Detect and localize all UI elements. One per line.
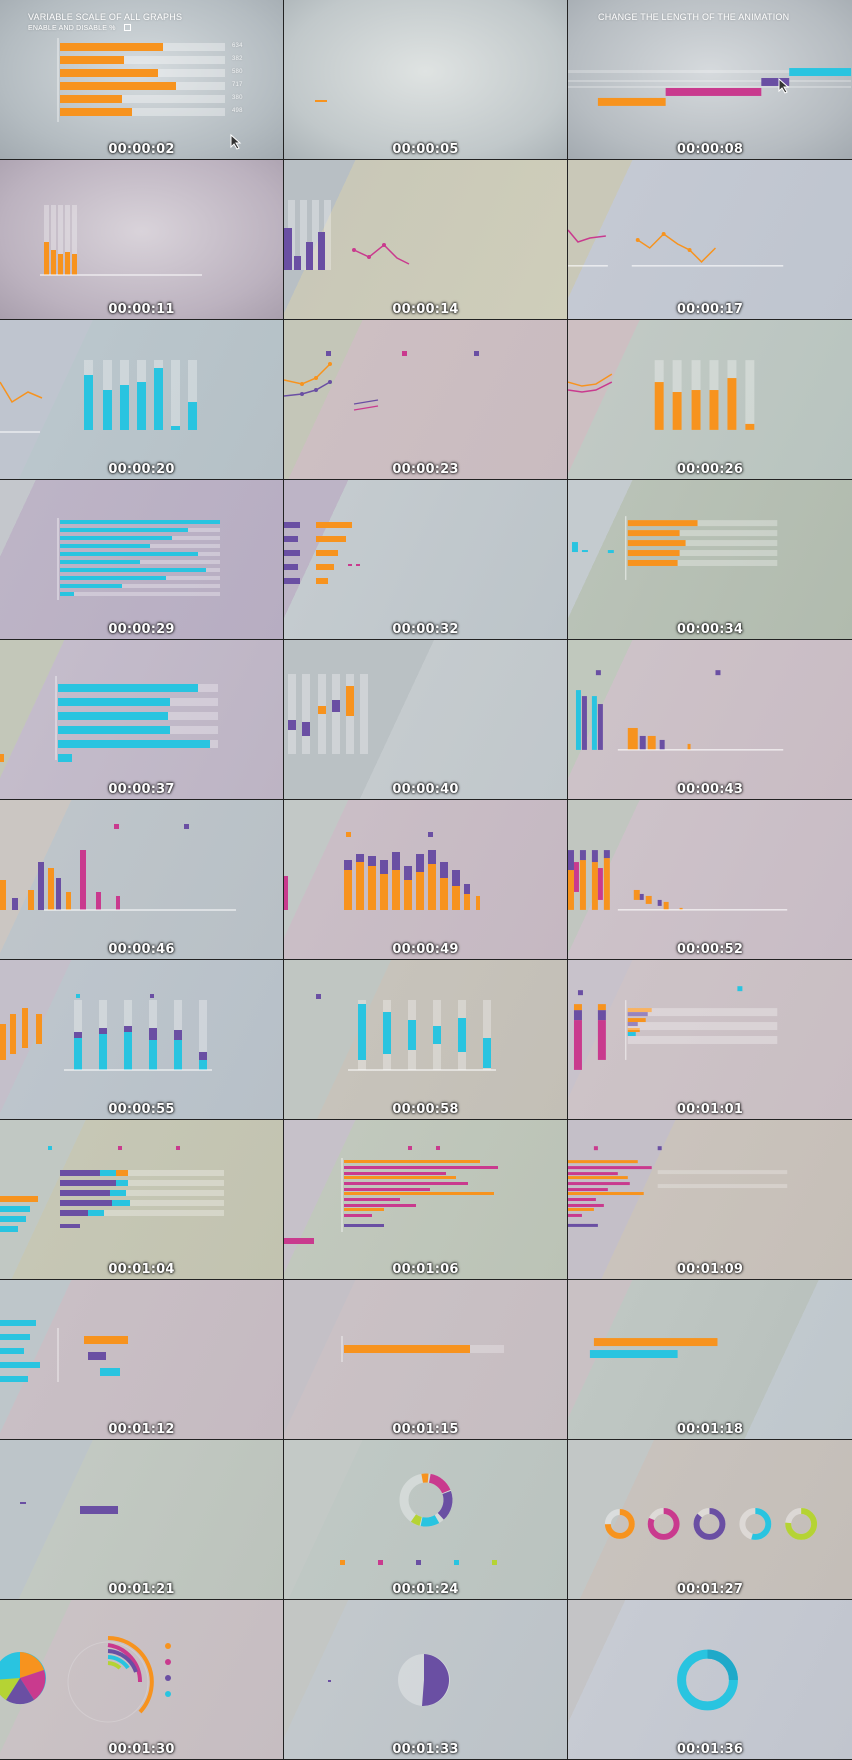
timestamp: 00:00:43 [676, 782, 744, 797]
frame-17: 00:00:49 [284, 800, 567, 959]
timestamp: 00:00:26 [676, 462, 744, 477]
donut-row [604, 1508, 818, 1540]
timestamp: 00:00:02 [108, 142, 175, 157]
frame-33: 00:01:36 [568, 1600, 852, 1759]
pie-chart [328, 1654, 450, 1707]
timestamp: 00:00:40 [392, 782, 459, 797]
mouse-cursor-icon [230, 134, 242, 150]
frame-32: 00:01:33 [284, 1600, 567, 1759]
frame-15: 00:00:43 [568, 640, 852, 799]
frame-20: 00:00:58 [284, 960, 567, 1119]
variable-scale-caption: VARIABLE SCALE OF ALL GRAPHS [28, 12, 183, 22]
change-length-caption: CHANGE THE LENGTH OF THE ANIMATION [598, 12, 790, 22]
timestamp: 00:01:09 [676, 1262, 744, 1277]
hbar-chart-intro [57, 38, 225, 122]
timestamp: 00:00:34 [676, 622, 744, 637]
timestamp: 00:01:01 [676, 1102, 744, 1117]
frame-16: 00:00:46 [0, 800, 283, 959]
frame-09: 00:00:26 [568, 320, 852, 479]
frame-19: 00:00:55 [0, 960, 283, 1119]
frame-10: 00:00:29 [0, 480, 283, 639]
frame-24: 00:01:09 [568, 1120, 852, 1279]
timestamp: 00:01:33 [392, 1742, 459, 1757]
checkbox-icon[interactable] [124, 24, 131, 31]
timestamp: 00:00:52 [676, 942, 744, 957]
timestamp: 00:00:58 [392, 1102, 459, 1117]
frame-11: 00:00:32 [284, 480, 567, 639]
timestamp: 00:00:32 [392, 622, 459, 637]
frame-23: 00:01:06 [284, 1120, 567, 1279]
frame-26: 00:01:15 [284, 1280, 567, 1439]
timestamp: 00:00:20 [108, 462, 175, 477]
timestamp: 00:01:12 [108, 1422, 175, 1437]
value-label: 498 [232, 108, 243, 114]
value-label: 380 [232, 95, 243, 101]
timeline-bars [568, 68, 851, 106]
value-label: 634 [232, 43, 243, 49]
timestamp: 00:00:11 [108, 302, 175, 317]
timestamp: 00:00:17 [676, 302, 744, 317]
frame-12: 00:00:34 [568, 480, 852, 639]
frame-31: 00:01:30 [0, 1600, 283, 1759]
frame-06: 00:00:17 [568, 160, 852, 319]
timestamp: 00:00:14 [392, 302, 459, 317]
timestamp: 00:01:36 [676, 1742, 744, 1757]
timestamp: 00:00:08 [676, 142, 744, 157]
frame-03: CHANGE THE LENGTH OF THE ANIMATION 00:00… [568, 0, 852, 159]
frame-14: 00:00:40 [284, 640, 567, 799]
timestamp: 00:01:27 [676, 1582, 744, 1597]
timestamp: 00:00:05 [392, 142, 459, 157]
value-label: 717 [232, 82, 243, 88]
enable-disable-caption: ENABLE AND DISABLE % [28, 25, 116, 32]
frame-27: 00:01:18 [568, 1280, 852, 1439]
timestamp: 00:01:06 [392, 1262, 459, 1277]
frame-21: 00:01:01 [568, 960, 852, 1119]
frame-22: 00:01:04 [0, 1120, 283, 1279]
frame-01: VARIABLE SCALE OF ALL GRAPHS ENABLE AND … [0, 0, 283, 159]
donut-chart [340, 1473, 497, 1565]
mouse-cursor-icon [778, 78, 790, 94]
frame-02: 00:00:05 [284, 0, 567, 159]
timestamp: 00:00:23 [392, 462, 459, 477]
frame-05: 00:00:14 [284, 160, 567, 319]
frame-30: 00:01:27 [568, 1440, 852, 1599]
timestamp: 00:01:04 [108, 1262, 175, 1277]
value-label: 580 [232, 69, 243, 75]
pie-and-radial-chart [0, 1636, 171, 1723]
timestamp: 00:01:30 [108, 1742, 175, 1757]
frame-07: 00:00:20 [0, 320, 283, 479]
frame-28: 00:01:21 [0, 1440, 283, 1599]
timestamp: 00:00:37 [108, 782, 175, 797]
frame-29: 00:01:24 [284, 1440, 567, 1599]
timestamp: 00:00:55 [108, 1102, 175, 1117]
timestamp: 00:00:29 [108, 622, 175, 637]
value-label: 382 [232, 56, 243, 62]
timestamp: 00:00:46 [108, 942, 175, 957]
timestamp: 00:01:24 [392, 1582, 459, 1597]
frame-08: 00:00:23 [284, 320, 567, 479]
frame-13: 00:00:37 [0, 640, 283, 799]
timestamp: 00:01:21 [108, 1582, 175, 1597]
frame-18: 00:00:52 [568, 800, 852, 959]
frame-25: 00:01:12 [0, 1280, 283, 1439]
timestamp: 00:00:49 [392, 942, 459, 957]
timestamp: 00:01:18 [676, 1422, 744, 1437]
ring-chart [677, 1649, 738, 1711]
timestamp: 00:01:15 [392, 1422, 459, 1437]
frame-04: 00:00:11 [0, 160, 283, 319]
